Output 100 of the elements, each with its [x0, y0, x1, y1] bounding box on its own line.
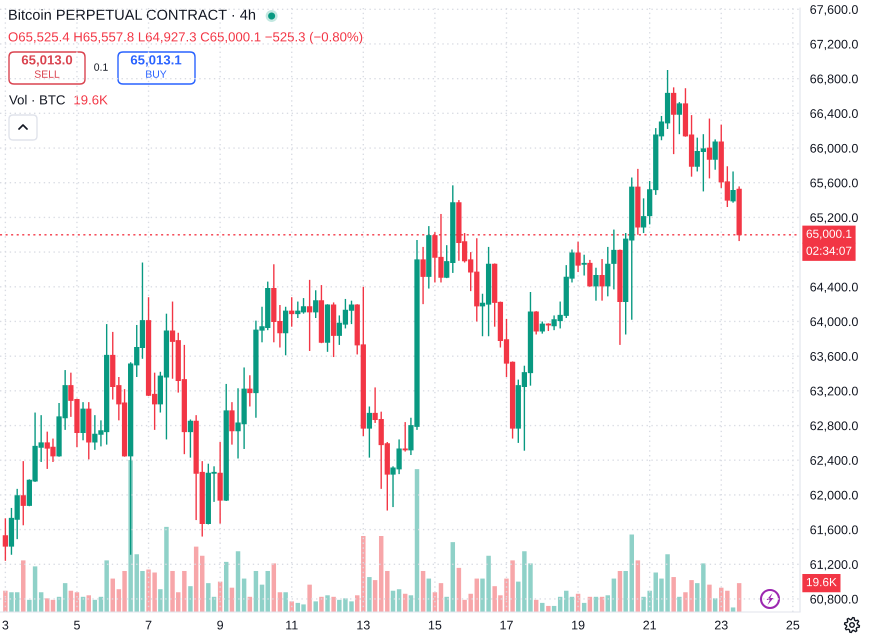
bar	[86, 595, 92, 612]
y-tick-label: 67,200.0	[810, 40, 858, 50]
y-tick-label: 60,800.0	[810, 594, 858, 606]
bar	[534, 600, 538, 612]
x-tick-label: 19	[572, 620, 584, 630]
bar	[736, 583, 742, 612]
candlestick	[730, 170, 736, 204]
y-tick-label: 66,000.0	[810, 144, 858, 154]
annotation: 65,013.0	[22, 55, 72, 66]
candlestick	[534, 310, 539, 336]
bar	[600, 596, 604, 612]
bar	[248, 596, 252, 612]
bar	[420, 570, 426, 612]
bar	[588, 596, 592, 612]
candlestick	[712, 138, 718, 170]
y-tick-label: 65,600.0	[810, 178, 858, 189]
x-tick-label: 15	[428, 620, 442, 630]
x-tick-label: 7	[146, 620, 152, 630]
bar	[486, 556, 491, 612]
bar	[510, 560, 515, 612]
ref-line-label: 65,000.1	[806, 230, 852, 240]
x-tick-label: 5	[74, 620, 80, 630]
y-tick-label: 64,000.0	[810, 317, 858, 328]
x-tick-label: 13	[357, 620, 370, 630]
bar	[540, 602, 545, 612]
text: O65,525.4 H65,557.8 L64,927.3 C65,000.1 −525.3 (−0.80%)	[8, 32, 362, 44]
y-tick-label: 63,600.0	[810, 352, 858, 362]
annotation: 19.6K	[74, 95, 108, 105]
y-tick-label: 62,800.0	[810, 421, 858, 432]
candlestick	[188, 418, 194, 458]
candlestick	[706, 118, 712, 180]
y-tick-label: 64,400.0	[810, 282, 858, 293]
bar	[224, 562, 228, 612]
candlestick	[575, 241, 581, 273]
bar	[546, 606, 551, 612]
candlestick	[366, 406, 372, 458]
chart-title: Vol · BTC	[9, 94, 65, 105]
text: 02:34:07	[806, 246, 852, 255]
bar	[402, 594, 408, 612]
candlestick	[587, 259, 593, 288]
x-tick-label: 25	[786, 620, 800, 630]
y-tick-label: 66,400.0	[810, 109, 858, 120]
candlestick	[306, 279, 312, 352]
bar	[712, 598, 718, 612]
bar	[426, 578, 432, 612]
candlestick	[582, 254, 587, 276]
candlestick	[420, 246, 426, 305]
y-tick-label: 63,200.0	[810, 386, 858, 397]
bar	[230, 588, 234, 612]
candlestick	[605, 246, 610, 298]
bar	[582, 602, 586, 612]
candlestick	[283, 306, 288, 356]
text: 19.6K	[806, 578, 837, 586]
bar	[254, 570, 258, 612]
bar	[671, 577, 676, 612]
candlestick	[247, 374, 252, 408]
candlestick	[2, 518, 8, 562]
bar	[594, 596, 598, 612]
x-tick-label: 17	[500, 620, 513, 630]
y-tick-label: 66,800.0	[810, 74, 858, 85]
y-tick-label: 62,000.0	[810, 490, 858, 502]
y-tick-label: 65,200.0	[810, 213, 858, 224]
x-tick-label: 9	[217, 620, 224, 630]
bar	[80, 596, 86, 612]
candlestick	[540, 320, 545, 334]
bar	[21, 560, 26, 612]
bar	[689, 580, 694, 612]
bar	[367, 577, 372, 612]
candlestick	[289, 296, 294, 328]
x-tick-label: 21	[643, 620, 656, 630]
candlestick	[402, 421, 408, 452]
annotation: 65,013.1	[130, 55, 182, 66]
bar	[283, 592, 288, 612]
bar	[683, 592, 688, 612]
bar	[307, 584, 312, 612]
bar	[707, 584, 712, 612]
candlestick	[676, 101, 682, 135]
bar	[313, 601, 318, 612]
bar	[319, 596, 324, 612]
x-tick-label: 23	[714, 620, 728, 630]
candlestick	[593, 267, 599, 302]
bar	[331, 596, 336, 612]
annotation: 0.1	[94, 63, 108, 71]
y-tick-label: 62,400.0	[810, 456, 858, 466]
bar	[636, 560, 640, 612]
bar	[677, 596, 682, 612]
annotation: SELL	[34, 70, 60, 78]
y-tick-label: 61,200.0	[810, 560, 858, 570]
candlestick	[229, 401, 235, 446]
annotation: BUY	[146, 70, 166, 78]
chart-title: Bitcoin PERPETUAL CONTRACT · 4h	[9, 9, 256, 20]
bar	[408, 595, 414, 612]
bar	[618, 570, 622, 612]
candlestick	[640, 198, 646, 234]
candlestick	[599, 258, 605, 302]
bar	[325, 595, 330, 612]
candlestick	[671, 86, 676, 155]
candlestick	[80, 401, 86, 441]
bar	[188, 586, 193, 612]
candlestick	[313, 290, 318, 319]
